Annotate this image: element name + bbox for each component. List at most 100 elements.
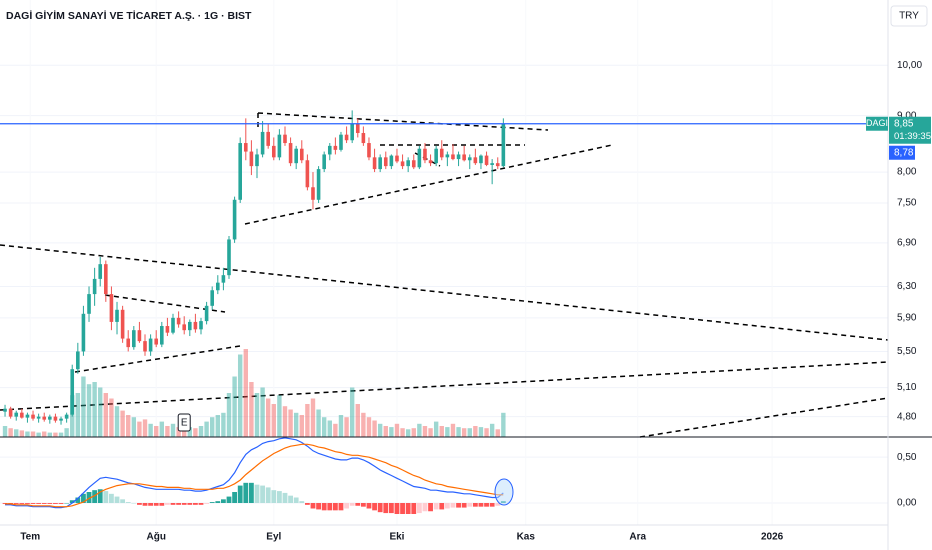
histogram-bar: [316, 503, 321, 510]
candle-body: [322, 154, 326, 170]
x-tick-label: Ara: [629, 532, 646, 543]
last-price-label: 8,85: [894, 118, 914, 129]
volume-bar: [484, 428, 489, 437]
candle-body: [176, 317, 181, 325]
histogram-bar: [293, 497, 299, 503]
candle-body: [193, 321, 198, 330]
y-tick-label: 6,30: [897, 281, 917, 292]
volume-bar: [389, 427, 394, 437]
histogram-bar: [321, 503, 327, 511]
candle-body: [48, 416, 52, 420]
histogram-bar: [187, 503, 193, 505]
candle-body: [400, 161, 405, 167]
candle-body: [316, 169, 321, 200]
histogram-bar: [97, 489, 103, 503]
volume-bar: [103, 393, 109, 437]
chart-title: DAGİ GİYİM SANAYİ VE TİCARET A.Ş. · 1G ·…: [6, 9, 252, 22]
candle-body: [36, 416, 41, 419]
y-tick-label: 0,50: [897, 452, 917, 463]
candle-body: [355, 123, 360, 134]
volume-bar: [349, 387, 355, 437]
candle-body: [3, 408, 7, 412]
histogram-bar: [86, 492, 92, 503]
volume-bar: [271, 404, 276, 437]
histogram-bar: [416, 503, 422, 514]
candle-body: [160, 326, 164, 345]
candle-body: [171, 317, 175, 333]
volume-bar: [198, 426, 204, 437]
histogram-bar: [220, 499, 226, 503]
volume-bar: [131, 417, 137, 437]
candle-body: [199, 321, 203, 330]
candle-body: [92, 278, 97, 295]
y-tick-label: 9,00: [897, 110, 917, 121]
histogram-bar: [360, 503, 366, 507]
histogram-bar: [450, 503, 456, 508]
candle-body: [42, 416, 47, 420]
histogram-bar: [193, 503, 198, 505]
histogram-bar: [377, 503, 383, 513]
candle-body: [294, 148, 298, 164]
volume-bar: [154, 426, 159, 437]
volume-bar: [187, 427, 193, 437]
x-tick-label: Ağu: [146, 532, 165, 543]
volume-bar: [126, 415, 131, 437]
histogram-bar: [170, 503, 176, 505]
volume-bar: [120, 410, 125, 437]
histogram-bar: [125, 502, 131, 503]
volume-bar: [400, 428, 405, 437]
volume-bar: [30, 431, 36, 437]
histogram-bar: [405, 503, 411, 514]
histogram-bar: [148, 503, 154, 506]
histogram-bar: [299, 501, 305, 503]
volume-bar: [411, 428, 416, 437]
candle-body: [115, 309, 119, 322]
histogram-bar: [461, 503, 467, 508]
volume-bar: [159, 421, 165, 437]
trend-line: [639, 397, 889, 438]
volume-bar: [310, 398, 316, 437]
y-tick-label: 8,00: [897, 167, 917, 178]
event-marker[interactable]: [177, 413, 191, 432]
volume-bar: [25, 431, 30, 437]
candle-body: [484, 155, 489, 165]
candle-body: [305, 160, 310, 188]
candle-body: [221, 275, 226, 283]
volume-bar: [53, 432, 58, 437]
volume-bar: [8, 428, 13, 437]
volume-bar: [75, 393, 81, 437]
histogram-bar: [19, 503, 25, 504]
volume-bar: [456, 427, 461, 437]
histogram-bar: [204, 503, 210, 504]
candle-body: [53, 416, 58, 421]
histogram-bar: [338, 503, 344, 511]
candle-body: [451, 154, 455, 160]
histogram-bar: [64, 503, 70, 504]
histogram-bar: [444, 503, 450, 509]
histogram-bar: [254, 484, 260, 503]
histogram-bar: [153, 503, 159, 506]
y-tick-label: 7,50: [897, 198, 917, 209]
y-tick-label: 5,10: [897, 382, 917, 393]
volume-bar: [204, 421, 209, 437]
volume-bar: [42, 431, 47, 437]
candle-body: [238, 143, 242, 200]
candle-body: [148, 338, 153, 352]
volume-bar: [394, 423, 400, 437]
histogram-bar: [198, 503, 204, 505]
currency-box[interactable]: [890, 5, 928, 27]
histogram-bar: [439, 503, 445, 510]
candle-body: [344, 134, 349, 141]
volume-bar: [461, 428, 467, 437]
candle-body: [132, 330, 136, 348]
volume-bar: [215, 415, 221, 437]
candle-body: [428, 160, 433, 164]
volume-bar: [321, 417, 327, 437]
candle-body: [367, 143, 371, 158]
candle-body: [109, 294, 114, 322]
x-tick-label: Kas: [517, 532, 536, 543]
candle-body: [25, 414, 30, 418]
histogram-bar: [478, 503, 484, 507]
candle-body: [59, 418, 63, 421]
currency[interactable]: TRY: [899, 11, 919, 22]
